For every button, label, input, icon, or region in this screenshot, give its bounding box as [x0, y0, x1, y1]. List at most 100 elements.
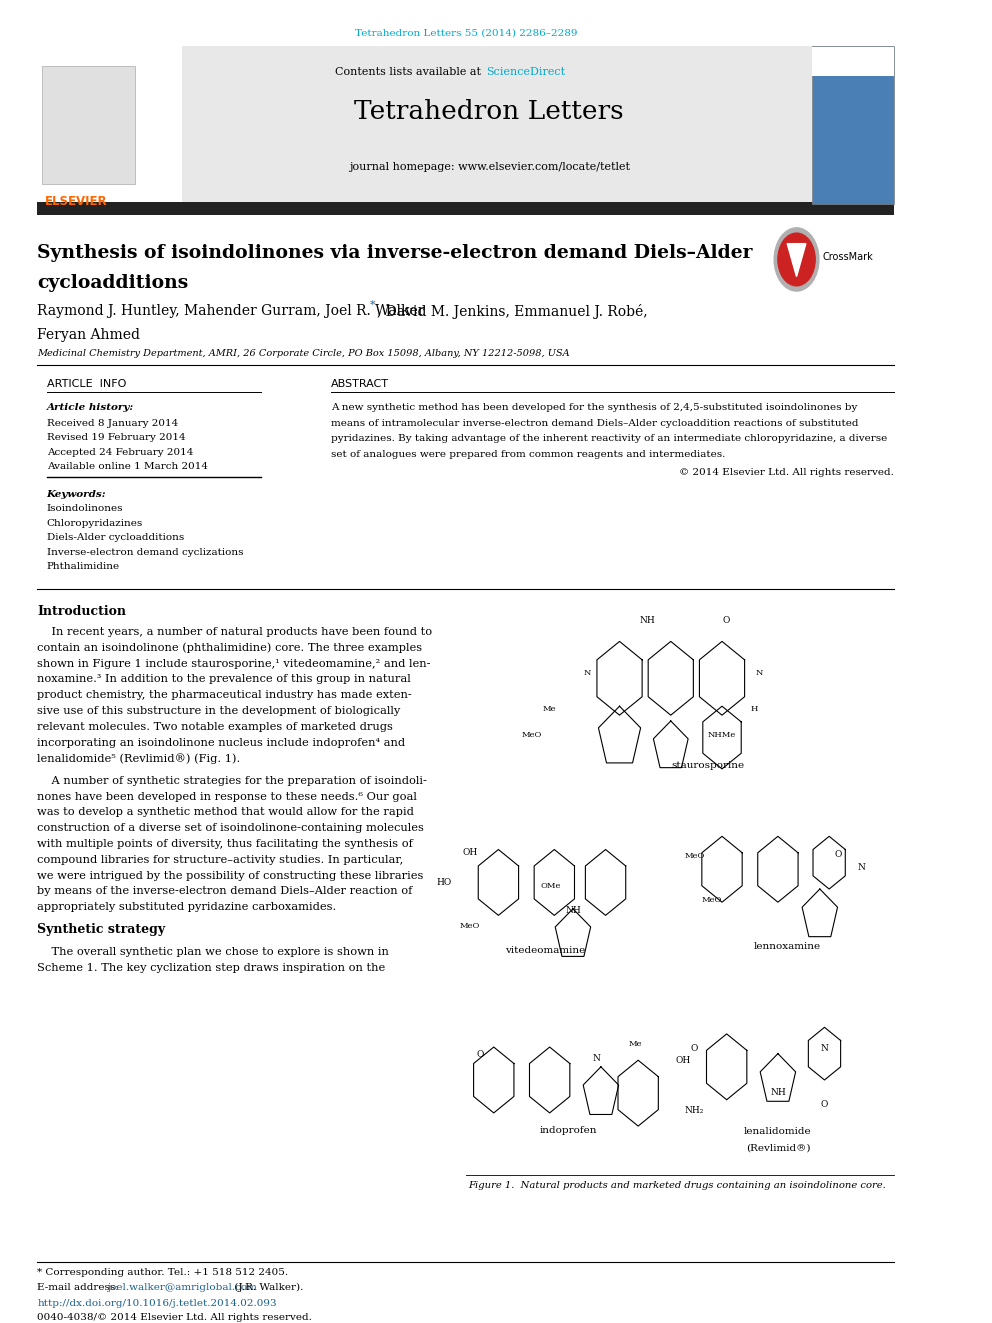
Text: sive use of this substructure in the development of biologically: sive use of this substructure in the dev… [38, 706, 401, 716]
Text: Introduction: Introduction [38, 605, 126, 618]
Text: by means of the inverse-electron demand Diels–Alder reaction of: by means of the inverse-electron demand … [38, 886, 413, 897]
Text: appropriately substituted pyridazine carboxamides.: appropriately substituted pyridazine car… [38, 902, 336, 912]
Text: A number of synthetic strategies for the preparation of isoindoli-: A number of synthetic strategies for the… [38, 775, 428, 786]
Text: Contents lists available at: Contents lists available at [335, 67, 484, 77]
Text: construction of a diverse set of isoindolinone-containing molecules: construction of a diverse set of isoindo… [38, 823, 425, 833]
Bar [42, 66, 135, 184]
Text: joel.walker@amriglobal.com: joel.walker@amriglobal.com [107, 1283, 257, 1291]
Text: Diels-Alder cycloadditions: Diels-Alder cycloadditions [47, 533, 184, 542]
Text: Keywords:: Keywords: [47, 490, 106, 499]
Text: NH: NH [565, 906, 581, 916]
Text: http://dx.doi.org/10.1016/j.tetlet.2014.02.093: http://dx.doi.org/10.1016/j.tetlet.2014.… [38, 1299, 277, 1307]
Text: we were intrigued by the possibility of constructing these libraries: we were intrigued by the possibility of … [38, 871, 424, 881]
Text: O: O [723, 617, 730, 626]
Text: The overall synthetic plan we chose to explore is shown in: The overall synthetic plan we chose to e… [38, 947, 389, 957]
Text: OH: OH [463, 848, 478, 857]
Text: Synthetic strategy: Synthetic strategy [38, 923, 166, 937]
Text: N: N [820, 1044, 828, 1053]
Text: Tetrahedron
Letters: Tetrahedron Letters [829, 60, 878, 77]
Circle shape [778, 233, 815, 286]
Text: Raymond J. Huntley, Mahender Gurram, Joel R. Walker: Raymond J. Huntley, Mahender Gurram, Joe… [38, 304, 425, 319]
Text: HO: HO [436, 878, 451, 888]
Text: Inverse-electron demand cyclizations: Inverse-electron demand cyclizations [47, 548, 243, 557]
Text: MeO: MeO [522, 732, 542, 740]
Text: shown in Figure 1 include staurosporine,¹ vitedeomamine,² and len-: shown in Figure 1 include staurosporine,… [38, 659, 431, 668]
Text: ELSEVIER: ELSEVIER [45, 194, 107, 208]
Text: Me: Me [629, 1040, 643, 1048]
Text: (Revlimid®): (Revlimid®) [746, 1143, 810, 1152]
Text: Article history:: Article history: [47, 404, 134, 411]
Text: was to develop a synthetic method that would allow for the rapid: was to develop a synthetic method that w… [38, 807, 414, 818]
Text: * Corresponding author. Tel.: +1 518 512 2405.: * Corresponding author. Tel.: +1 518 512… [38, 1269, 289, 1277]
Text: Feryan Ahmed: Feryan Ahmed [38, 328, 140, 341]
Text: © 2014 Elsevier Ltd. All rights reserved.: © 2014 Elsevier Ltd. All rights reserved… [680, 468, 895, 476]
Text: NHMe: NHMe [708, 732, 736, 740]
Text: O: O [835, 849, 842, 859]
Text: MeO: MeO [684, 852, 705, 860]
Text: MeO: MeO [701, 896, 722, 904]
Text: Phthalimidine: Phthalimidine [47, 562, 120, 572]
Text: *: * [370, 300, 376, 311]
Text: NH: NH [770, 1088, 786, 1097]
Text: ABSTRACT: ABSTRACT [330, 380, 389, 389]
Text: Synthesis of isoindolinones via inverse-electron demand Diels–Alder: Synthesis of isoindolinones via inverse-… [38, 243, 753, 262]
Text: OH: OH [676, 1056, 690, 1065]
Text: MeO: MeO [459, 922, 480, 930]
Text: NH: NH [640, 617, 656, 626]
Text: ARTICLE  INFO: ARTICLE INFO [47, 380, 126, 389]
Text: Tetrahedron Letters: Tetrahedron Letters [354, 99, 624, 124]
Text: OMe: OMe [541, 882, 560, 890]
Text: product chemistry, the pharmaceutical industry has made exten-: product chemistry, the pharmaceutical in… [38, 691, 412, 700]
Text: lenalidomide⁵ (Revlimid®) (Fig. 1).: lenalidomide⁵ (Revlimid®) (Fig. 1). [38, 753, 240, 765]
Text: compound libraries for structure–activity studies. In particular,: compound libraries for structure–activit… [38, 855, 404, 865]
Text: set of analogues were prepared from common reagents and intermediates.: set of analogues were prepared from comm… [330, 450, 725, 459]
Text: H: H [751, 705, 758, 713]
Bar [38, 46, 895, 204]
Bar [38, 201, 895, 214]
Text: N: N [858, 863, 866, 872]
Text: means of intramolecular inverse-electron demand Diels–Alder cycloaddition reacti: means of intramolecular inverse-electron… [330, 418, 858, 427]
Text: Revised 19 February 2014: Revised 19 February 2014 [47, 434, 186, 442]
Text: Available online 1 March 2014: Available online 1 March 2014 [47, 462, 207, 471]
Text: Accepted 24 February 2014: Accepted 24 February 2014 [47, 447, 193, 456]
Text: , David M. Jenkins, Emmanuel J. Robé,: , David M. Jenkins, Emmanuel J. Robé, [377, 304, 648, 319]
Text: N: N [756, 669, 763, 677]
Text: pyridazines. By taking advantage of the inherent reactivity of an intermediate c: pyridazines. By taking advantage of the … [330, 434, 887, 443]
Text: O: O [476, 1049, 483, 1058]
Text: Isoindolinones: Isoindolinones [47, 504, 123, 513]
Circle shape [774, 228, 819, 291]
Text: Medicinal Chemistry Department, AMRI, 26 Corporate Circle, PO Box 15098, Albany,: Medicinal Chemistry Department, AMRI, 26… [38, 349, 569, 359]
Text: Figure 1.  Natural products and marketed drugs containing an isoindolinone core.: Figure 1. Natural products and marketed … [468, 1181, 887, 1191]
Bar [812, 46, 895, 204]
Text: cycloadditions: cycloadditions [38, 274, 188, 292]
Text: O: O [690, 1044, 697, 1053]
Text: nones have been developed in response to these needs.⁶ Our goal: nones have been developed in response to… [38, 791, 418, 802]
Text: O: O [820, 1099, 828, 1109]
Text: NH₂: NH₂ [684, 1106, 703, 1115]
Text: contain an isoindolinone (phthalimidine) core. The three examples: contain an isoindolinone (phthalimidine)… [38, 643, 423, 654]
Text: Scheme 1. The key cyclization step draws inspiration on the: Scheme 1. The key cyclization step draws… [38, 963, 386, 972]
Text: staurosporine: staurosporine [672, 761, 745, 770]
Text: relevant molecules. Two notable examples of marketed drugs: relevant molecules. Two notable examples… [38, 722, 393, 732]
Text: Chloropyridazines: Chloropyridazines [47, 519, 143, 528]
Text: indoprofen: indoprofen [540, 1126, 597, 1135]
Text: ScienceDirect: ScienceDirect [486, 67, 565, 77]
Polygon shape [788, 243, 806, 277]
Text: lenalidomide: lenalidomide [744, 1127, 811, 1136]
Text: vitedeomamine: vitedeomamine [505, 946, 585, 955]
Text: incorporating an isoindolinone nucleus include indoprofen⁴ and: incorporating an isoindolinone nucleus i… [38, 737, 406, 747]
Text: 0040-4038/© 2014 Elsevier Ltd. All rights reserved.: 0040-4038/© 2014 Elsevier Ltd. All right… [38, 1314, 312, 1322]
Bar [812, 48, 895, 77]
Text: Me: Me [543, 705, 557, 713]
Text: A new synthetic method has been developed for the synthesis of 2,4,5-substituted: A new synthetic method has been develope… [330, 404, 857, 411]
Text: N: N [583, 669, 590, 677]
Text: lennoxamine: lennoxamine [754, 942, 820, 951]
Text: In recent years, a number of natural products have been found to: In recent years, a number of natural pro… [38, 627, 433, 636]
Bar [38, 46, 182, 204]
Text: noxamine.³ In addition to the prevalence of this group in natural: noxamine.³ In addition to the prevalence… [38, 675, 411, 684]
Text: Received 8 January 2014: Received 8 January 2014 [47, 419, 178, 427]
Text: with multiple points of diversity, thus facilitating the synthesis of: with multiple points of diversity, thus … [38, 839, 413, 849]
Text: CrossMark: CrossMark [822, 251, 873, 262]
Text: N: N [592, 1053, 600, 1062]
Text: journal homepage: www.elsevier.com/locate/tetlet: journal homepage: www.elsevier.com/locat… [348, 161, 630, 172]
